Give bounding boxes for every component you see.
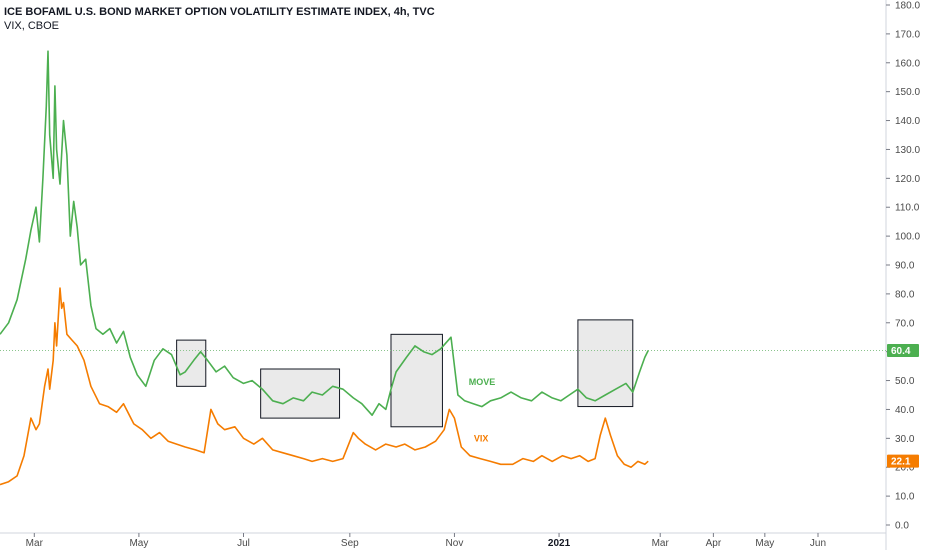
- highlight-box[interactable]: [390, 333, 443, 428]
- last-value-text-move: 60.4: [891, 346, 911, 357]
- price-tick-label: 30.0: [895, 434, 915, 445]
- price-tick-label: 20.0: [895, 463, 915, 474]
- time-tick-label: Jul: [237, 538, 250, 549]
- chart-title: ICE BOFAML U.S. BOND MARKET OPTION VOLAT…: [4, 6, 435, 18]
- time-tick-label: Sep: [341, 538, 359, 549]
- price-tick-label: 70.0: [895, 318, 915, 329]
- time-tick-label: 2021: [548, 538, 571, 549]
- price-tick-label: 10.0: [895, 492, 915, 503]
- time-tick-label: Apr: [706, 538, 722, 549]
- highlight-box[interactable]: [577, 319, 634, 408]
- price-tick-label: 0.0: [895, 521, 909, 532]
- last-value-text-vix: 22.1: [891, 457, 911, 468]
- price-tick-label: 110.0: [895, 203, 920, 214]
- series-labels: MOVE 60.4 VIX 22.1: [469, 344, 919, 468]
- time-tick-label: Mar: [26, 538, 44, 549]
- price-tick-label: 180.0: [895, 1, 920, 12]
- price-tick-label: 50.0: [895, 376, 915, 387]
- price-tick-label: 150.0: [895, 87, 920, 98]
- series-name-label-move: MOVE: [469, 377, 496, 387]
- price-tick-label: 80.0: [895, 289, 915, 300]
- price-tick-label: 170.0: [895, 29, 920, 40]
- highlight-box[interactable]: [260, 368, 341, 419]
- last-value-badge-move: [887, 344, 919, 358]
- time-tick-label: May: [129, 538, 148, 549]
- time-tick-label: Nov: [446, 538, 464, 549]
- chart-legend: ICE BOFAML U.S. BOND MARKET OPTION VOLAT…: [4, 5, 435, 33]
- price-tick-label: 140.0: [895, 116, 920, 127]
- series-line-move[interactable]: [0, 50, 649, 416]
- series-line-vix[interactable]: [0, 287, 649, 486]
- last-value-badge-vix: [887, 454, 919, 468]
- price-tick-label: 90.0: [895, 261, 915, 272]
- series-layer: [0, 50, 649, 486]
- price-tick-label: 130.0: [895, 145, 920, 156]
- time-tick-label: Mar: [652, 538, 670, 549]
- price-tick-label: 120.0: [895, 174, 920, 185]
- chart-subtitle: VIX, CBOE: [4, 20, 60, 32]
- price-tick-label: 40.0: [895, 405, 915, 416]
- annotation-boxes: [0, 319, 886, 428]
- price-tick-label: 160.0: [895, 58, 920, 69]
- price-tick-label: 100.0: [895, 232, 920, 243]
- time-axis[interactable]: Mar May Jul Sep Nov 2021 Mar Apr May Jun: [0, 532, 886, 549]
- time-tick-label: Jun: [810, 538, 826, 549]
- time-tick-label: May: [755, 538, 774, 549]
- series-name-label-vix: VIX: [474, 434, 489, 444]
